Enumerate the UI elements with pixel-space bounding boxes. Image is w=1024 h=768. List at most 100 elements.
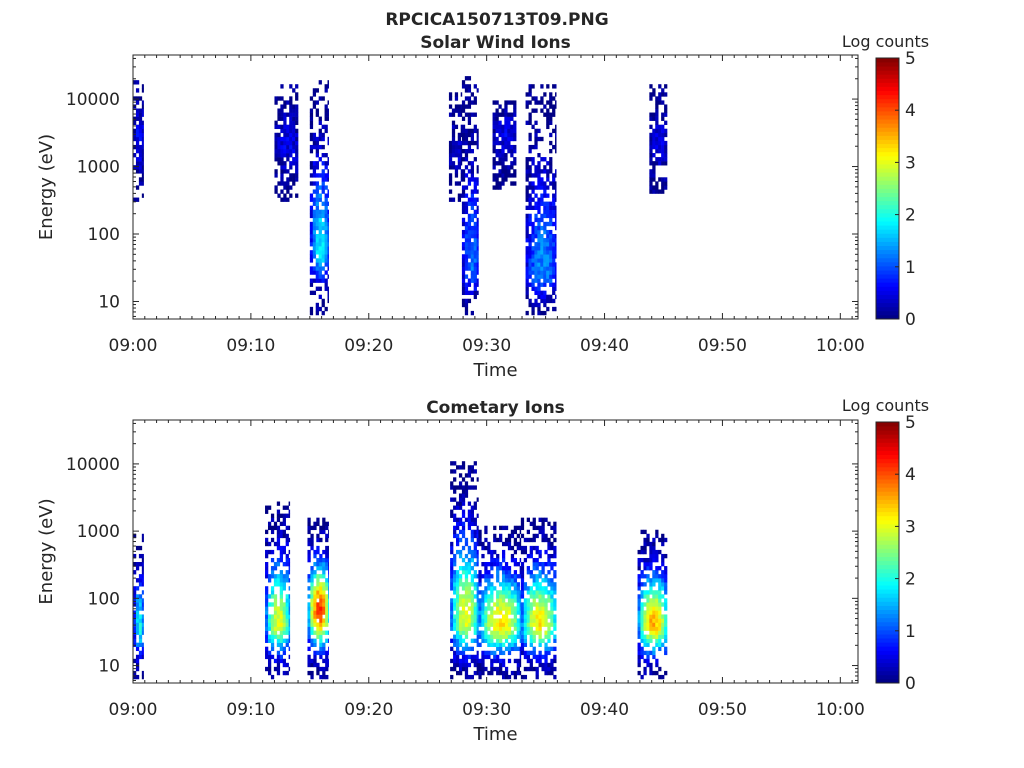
spectrogram-cell bbox=[473, 278, 477, 283]
spectrogram-cell bbox=[490, 670, 494, 676]
spectrogram-cell bbox=[327, 209, 329, 215]
spectrogram-cell bbox=[546, 278, 550, 283]
spectrogram-cell bbox=[457, 140, 462, 146]
spectrogram-cell bbox=[544, 670, 548, 676]
spectrogram-cell bbox=[470, 290, 474, 296]
colorbar-segment bbox=[876, 670, 899, 676]
spectrogram-cell bbox=[470, 229, 474, 235]
spectrogram-cell bbox=[658, 96, 662, 101]
spectrogram-cell bbox=[534, 278, 538, 283]
spectrogram-cell bbox=[473, 258, 477, 263]
spectrogram-cell bbox=[476, 477, 479, 482]
spectrogram-cell bbox=[658, 124, 662, 130]
colorbar-segment bbox=[876, 576, 899, 582]
spectrogram-cell bbox=[141, 100, 144, 105]
spectrogram-cell bbox=[504, 128, 508, 134]
spectrogram-cell bbox=[484, 638, 488, 643]
spectrogram-cell bbox=[510, 116, 514, 121]
spectrogram-cell bbox=[478, 537, 482, 543]
spectrogram-cell bbox=[504, 177, 508, 182]
spectrogram-cell bbox=[507, 140, 511, 146]
spectrogram-cell bbox=[461, 614, 466, 619]
spectrogram-cell bbox=[637, 566, 641, 571]
spectrogram-cell bbox=[476, 658, 479, 664]
spectrogram-cell bbox=[525, 238, 529, 243]
spectrogram-cell bbox=[307, 574, 311, 579]
colorbar-segment bbox=[876, 605, 899, 610]
spectrogram-cell bbox=[513, 541, 518, 547]
spectrogram-cell bbox=[476, 513, 479, 518]
spectrogram-cell bbox=[649, 618, 653, 623]
spectrogram-cell bbox=[138, 116, 143, 121]
spectrogram-cell bbox=[467, 485, 472, 490]
spectrogram-cell bbox=[451, 124, 456, 130]
spectrogram-cell bbox=[541, 602, 545, 607]
spectrogram-cell bbox=[664, 650, 668, 656]
spectrogram-cell bbox=[540, 274, 544, 279]
spectrogram-cell bbox=[476, 225, 479, 231]
colorbar-segment bbox=[876, 139, 899, 145]
spectrogram-cell bbox=[276, 666, 281, 672]
spectrogram-cell bbox=[525, 274, 529, 279]
spectrogram-cell bbox=[649, 124, 653, 130]
spectrogram-cell bbox=[324, 286, 328, 291]
colorbar-segment bbox=[876, 658, 899, 664]
spectrogram-cell bbox=[543, 254, 547, 259]
spectrogram-cell bbox=[513, 128, 517, 134]
spectrogram-cell bbox=[487, 654, 491, 660]
spectrogram-cell bbox=[283, 153, 287, 158]
spectrogram-cell bbox=[276, 618, 281, 623]
spectrogram-cell bbox=[283, 136, 287, 142]
spectrogram-cell bbox=[473, 574, 477, 579]
spectrogram-cell bbox=[454, 173, 459, 178]
spectrogram-cell bbox=[141, 132, 144, 138]
spectrogram-cell bbox=[496, 646, 500, 652]
spectrogram-cell bbox=[535, 658, 539, 664]
spectrogram-cell bbox=[493, 622, 497, 627]
spectrogram-cell bbox=[286, 140, 290, 146]
spectrogram-cell bbox=[543, 298, 547, 304]
spectrogram-cell bbox=[288, 634, 291, 639]
spectrogram-cell bbox=[528, 120, 532, 125]
spectrogram-cell bbox=[289, 161, 293, 166]
spectrogram-cell bbox=[470, 225, 474, 231]
spectrogram-cell bbox=[141, 193, 144, 198]
spectrogram-cell bbox=[328, 521, 329, 527]
spectrogram-cell bbox=[498, 169, 502, 174]
y-axis-label: Energy (eV) bbox=[36, 134, 57, 240]
spectrogram-cell bbox=[499, 594, 503, 599]
spectrogram-cell bbox=[553, 590, 557, 595]
spectrogram-cell bbox=[555, 148, 557, 154]
spectrogram-cell bbox=[288, 570, 291, 575]
spectrogram-cell bbox=[528, 100, 532, 105]
spectrogram-cell bbox=[504, 586, 509, 591]
spectrogram-cell bbox=[315, 140, 319, 146]
spectrogram-cell bbox=[289, 96, 293, 101]
spectrogram-cell bbox=[637, 602, 641, 607]
colorbar-segment bbox=[876, 233, 899, 238]
spectrogram-cell bbox=[321, 132, 325, 138]
colorbar-tick-label: 2 bbox=[905, 206, 916, 226]
spectrogram-cell bbox=[467, 132, 472, 138]
spectrogram-cell bbox=[458, 529, 463, 535]
spectrogram-cell bbox=[546, 193, 550, 198]
spectrogram-cell bbox=[516, 670, 520, 676]
spectrogram-cell bbox=[270, 614, 275, 619]
spectrogram-cell bbox=[496, 634, 500, 639]
spectrogram-cell bbox=[470, 274, 474, 279]
spectrogram-cell bbox=[310, 533, 314, 539]
spectrogram-cell bbox=[273, 562, 278, 567]
spectrogram-cell bbox=[484, 654, 488, 660]
spectrogram-cell bbox=[544, 610, 548, 615]
spectrogram-cell bbox=[490, 566, 494, 571]
spectrogram-cell bbox=[476, 262, 479, 267]
spectrogram-cell bbox=[525, 189, 529, 194]
spectrogram-cell bbox=[649, 136, 653, 142]
spectrogram-cell bbox=[484, 529, 488, 535]
spectrogram-cell bbox=[531, 161, 535, 166]
spectrogram-cell bbox=[282, 521, 286, 527]
spectrogram-cell bbox=[448, 189, 453, 194]
spectrogram-cell bbox=[637, 598, 641, 603]
spectrogram-cell bbox=[513, 598, 518, 603]
spectrogram-cell bbox=[282, 650, 286, 656]
